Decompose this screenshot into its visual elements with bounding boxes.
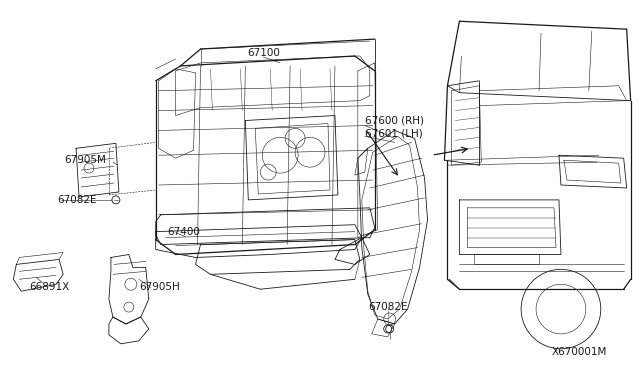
Text: 67400: 67400 — [168, 227, 200, 237]
Text: 67600 (RH): 67600 (RH) — [365, 115, 424, 125]
Text: X670001M: X670001M — [552, 347, 607, 357]
Text: 67082E: 67082E — [57, 195, 97, 205]
Text: 67905M: 67905M — [64, 155, 106, 165]
Text: 67100: 67100 — [247, 48, 280, 58]
Text: 66891X: 66891X — [29, 282, 70, 292]
Text: 67601 (LH): 67601 (LH) — [365, 128, 422, 138]
Text: 67082E: 67082E — [368, 302, 407, 312]
Text: 67905H: 67905H — [139, 282, 180, 292]
